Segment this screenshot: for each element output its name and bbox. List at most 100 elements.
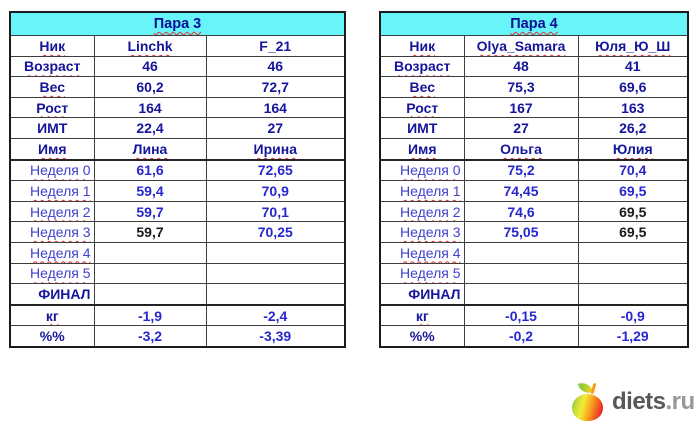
pair3-table: Пара 3 Ник Linchk F_21 Возраст 46 46 Вес… bbox=[9, 11, 347, 348]
row-final: ФИНАЛ bbox=[379, 283, 689, 306]
pair3-data-table: Пара 3 Ник Linchk F_21 Возраст 46 46 Вес… bbox=[9, 11, 347, 348]
cell-value: 167 bbox=[463, 96, 579, 119]
row-label: Неделя 5 bbox=[379, 262, 465, 285]
row-nick: Ник Linchk F_21 bbox=[9, 35, 346, 57]
cell-value: 70,9 bbox=[205, 180, 346, 202]
cell-value: 41 bbox=[577, 55, 689, 78]
cell-value bbox=[205, 241, 346, 264]
row-label: ИМТ bbox=[379, 117, 465, 139]
row-label: Неделя 2 bbox=[9, 200, 95, 223]
row-week0: Неделя 0 75,2 70,4 bbox=[379, 158, 689, 182]
row-label: %% bbox=[379, 325, 465, 348]
table-header-row: Пара 4 bbox=[379, 11, 689, 36]
cell-value: 69,5 bbox=[577, 221, 689, 243]
cell-value: 70,1 bbox=[205, 200, 346, 223]
row-week5: Неделя 5 bbox=[379, 262, 689, 285]
cell-value: 46 bbox=[93, 55, 207, 78]
cell-value: 59,7 bbox=[93, 200, 207, 223]
pair4-table: Пара 4 Ник Olya_Samara Юля_Ю_Ш Возраст 4… bbox=[379, 11, 690, 348]
cell-value bbox=[93, 241, 207, 264]
row-label: кг bbox=[379, 303, 465, 327]
cell-value: 26,2 bbox=[577, 117, 689, 139]
cell-value: Лина bbox=[93, 137, 207, 161]
row-label: Рост bbox=[9, 96, 95, 119]
cell-value: 60,2 bbox=[93, 76, 207, 98]
cell-value: 163 bbox=[577, 96, 689, 119]
cell-value: 75,3 bbox=[463, 76, 579, 98]
row-week4: Неделя 4 bbox=[379, 241, 689, 264]
row-label: кг bbox=[9, 303, 95, 327]
logo-text: diets.ru bbox=[612, 388, 695, 416]
cell-value: Olya_Samara bbox=[463, 35, 579, 57]
pair4-data-table: Пара 4 Ник Olya_Samara Юля_Ю_Ш Возраст 4… bbox=[379, 11, 690, 348]
cell-value: -0,15 bbox=[463, 303, 579, 327]
row-week5: Неделя 5 bbox=[9, 262, 346, 285]
cell-value: 22,4 bbox=[93, 117, 207, 139]
cell-value: -1,29 bbox=[577, 325, 689, 348]
table-header-row: Пара 3 bbox=[9, 11, 346, 36]
cell-value: 48 bbox=[463, 55, 579, 78]
row-age: Возраст 48 41 bbox=[379, 55, 689, 78]
row-label: Вес bbox=[9, 76, 95, 98]
row-label: Неделя 0 bbox=[379, 158, 465, 182]
row-label: Ник bbox=[379, 35, 465, 57]
cell-value: 59,4 bbox=[93, 180, 207, 202]
cell-value: 61,6 bbox=[93, 158, 207, 182]
apple-stem-icon bbox=[590, 382, 597, 395]
row-week3: Неделя 3 75,05 69,5 bbox=[379, 221, 689, 243]
cell-value bbox=[93, 283, 207, 306]
row-label: Неделя 1 bbox=[9, 180, 95, 202]
row-week1: Неделя 1 59,4 70,9 bbox=[9, 180, 346, 202]
apple-body-icon bbox=[572, 394, 603, 421]
row-week4: Неделя 4 bbox=[9, 241, 346, 264]
row-bmi: ИМТ 27 26,2 bbox=[379, 117, 689, 139]
row-week2: Неделя 2 74,6 69,5 bbox=[379, 200, 689, 223]
cell-value: 74,45 bbox=[463, 180, 579, 202]
row-label: Неделя 4 bbox=[379, 241, 465, 264]
cell-value: -2,4 bbox=[205, 303, 346, 327]
row-label: %% bbox=[9, 325, 95, 348]
row-week2: Неделя 2 59,7 70,1 bbox=[9, 200, 346, 223]
row-name: Имя Ольга Юлия bbox=[379, 137, 689, 161]
row-pct: %% -0,2 -1,29 bbox=[379, 325, 689, 348]
cell-value: -3,39 bbox=[205, 325, 346, 348]
table-title: Пара 3 bbox=[9, 11, 346, 36]
cell-value: 27 bbox=[205, 117, 346, 139]
cell-value: -0,2 bbox=[463, 325, 579, 348]
cell-value: 27 bbox=[463, 117, 579, 139]
cell-value: 74,6 bbox=[463, 200, 579, 223]
cell-value bbox=[577, 241, 689, 264]
row-label: Неделя 3 bbox=[379, 221, 465, 243]
row-label: Неделя 4 bbox=[9, 241, 95, 264]
cell-value: 69,5 bbox=[577, 180, 689, 202]
cell-value bbox=[463, 241, 579, 264]
row-label: Неделя 5 bbox=[9, 262, 95, 285]
cell-value bbox=[577, 283, 689, 306]
cell-value: 72,7 bbox=[205, 76, 346, 98]
row-label: Рост bbox=[379, 96, 465, 119]
cell-value: 70,4 bbox=[577, 158, 689, 182]
cell-value: -3,2 bbox=[93, 325, 207, 348]
cell-value: Ирина bbox=[205, 137, 346, 161]
cell-value: 75,2 bbox=[463, 158, 579, 182]
cell-value: 59,7 bbox=[93, 221, 207, 243]
cell-value: Юлия bbox=[577, 137, 689, 161]
cell-value bbox=[205, 283, 346, 306]
row-label: ФИНАЛ bbox=[379, 283, 465, 306]
cell-value: Юля_Ю_Ш bbox=[577, 35, 689, 57]
row-label: Неделя 0 bbox=[9, 158, 95, 182]
row-week1: Неделя 1 74,45 69,5 bbox=[379, 180, 689, 202]
row-weight: Вес 60,2 72,7 bbox=[9, 76, 346, 98]
cell-value: F_21 bbox=[205, 35, 346, 57]
cell-value bbox=[93, 262, 207, 285]
cell-value: -1,9 bbox=[93, 303, 207, 327]
row-week0: Неделя 0 61,6 72,65 bbox=[9, 158, 346, 182]
cell-value bbox=[463, 283, 579, 306]
row-height: Рост 164 164 bbox=[9, 96, 346, 119]
cell-value bbox=[205, 262, 346, 285]
row-pct: %% -3,2 -3,39 bbox=[9, 325, 346, 348]
cell-value: -0,9 bbox=[577, 303, 689, 327]
row-age: Возраст 46 46 bbox=[9, 55, 346, 78]
cell-value: 69,6 bbox=[577, 76, 689, 98]
row-label: Имя bbox=[379, 137, 465, 161]
